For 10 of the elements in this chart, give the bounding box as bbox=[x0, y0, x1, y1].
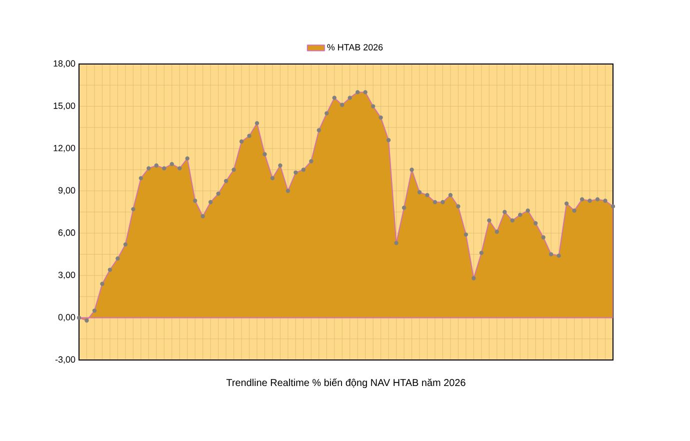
y-tick-label: 9,00 bbox=[58, 187, 76, 195]
y-tick-label: 6,00 bbox=[58, 229, 76, 237]
x-axis-title: Trendline Realtime % biến động NAV HTAB năm 2026 bbox=[226, 378, 466, 388]
y-tick-label: 15,00 bbox=[54, 102, 76, 110]
y-tick-label: 0,00 bbox=[58, 314, 76, 322]
y-tick-label: 18,00 bbox=[54, 60, 76, 68]
y-tick-label: -3,00 bbox=[55, 356, 76, 364]
y-tick-label: 12,00 bbox=[54, 144, 76, 152]
y-tick-label: 3,00 bbox=[58, 272, 76, 280]
legend-label: % HTAB 2026 bbox=[327, 44, 383, 50]
